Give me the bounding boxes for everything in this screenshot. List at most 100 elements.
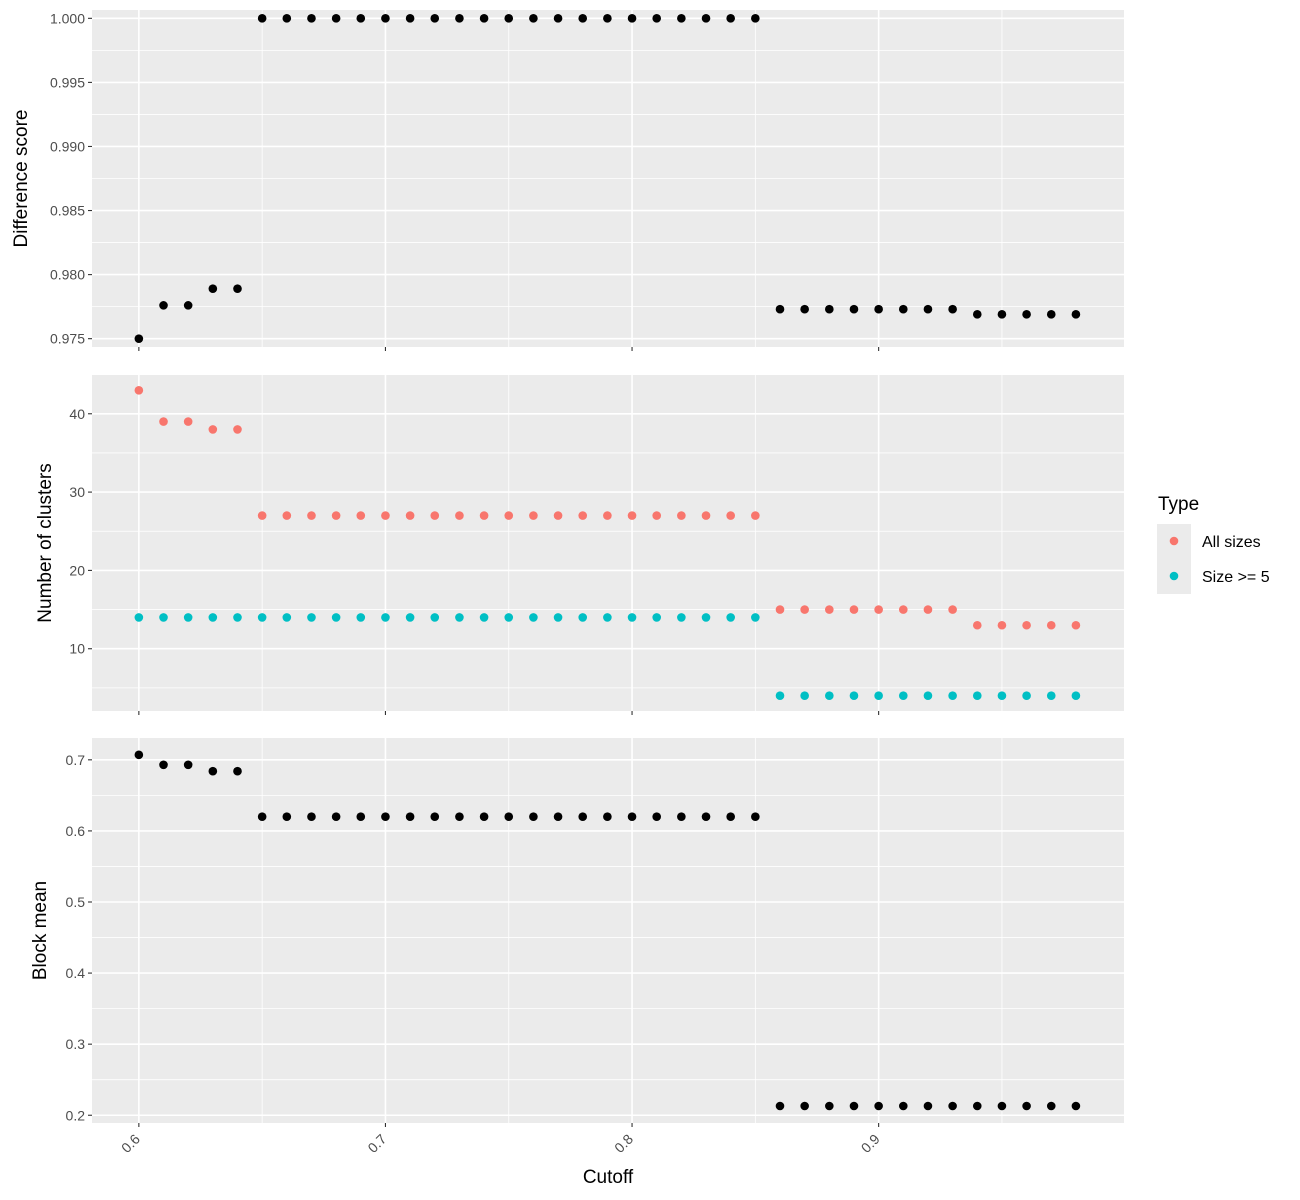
data-point	[1071, 310, 1081, 319]
panel-2: 10 20 30 40 Number of clusters	[35, 375, 1124, 715]
data-point	[159, 301, 168, 310]
data-point	[553, 613, 563, 622]
data-point	[430, 613, 440, 622]
data-point	[307, 511, 316, 520]
legend-title: Type	[1158, 494, 1199, 515]
data-point	[208, 613, 218, 622]
data-point	[504, 812, 514, 821]
data-point	[1071, 691, 1081, 701]
data-point	[208, 284, 218, 293]
x-axis-title: Cutoff	[583, 1167, 634, 1188]
data-point	[751, 812, 760, 821]
data-point	[356, 14, 366, 23]
data-point	[529, 812, 538, 821]
data-point	[504, 14, 514, 23]
data-point	[183, 301, 193, 310]
data-point	[479, 613, 489, 622]
data-point	[529, 511, 538, 520]
data-point	[331, 14, 341, 23]
data-point	[257, 511, 267, 520]
data-point	[1022, 691, 1031, 701]
data-point	[479, 14, 489, 23]
data-point	[898, 691, 908, 701]
y-axis-title: Block mean	[30, 881, 51, 980]
data-point	[578, 613, 588, 622]
y-tick-label: 0.985	[50, 203, 85, 219]
legend-key-2	[1169, 571, 1179, 581]
data-point	[997, 1101, 1007, 1111]
data-point	[307, 613, 316, 622]
panel-background	[92, 375, 1124, 711]
data-point	[898, 1101, 908, 1111]
data-point	[775, 691, 785, 701]
data-point	[578, 812, 588, 821]
data-point	[1022, 620, 1031, 630]
data-point	[307, 812, 316, 821]
data-point	[282, 613, 292, 622]
data-point	[183, 613, 193, 622]
data-point	[233, 766, 242, 776]
data-point	[134, 334, 144, 343]
data-point	[800, 691, 809, 701]
data-point	[233, 613, 242, 622]
data-point	[849, 304, 859, 314]
data-point	[751, 14, 760, 23]
data-point	[726, 511, 735, 520]
data-point	[1071, 620, 1081, 630]
y-tick-label: 0.5	[66, 894, 86, 910]
series-1-points	[134, 14, 1081, 343]
data-point	[455, 613, 464, 622]
data-point	[1071, 1101, 1081, 1111]
data-point	[874, 304, 883, 314]
data-point	[134, 750, 144, 760]
data-point	[603, 14, 612, 23]
data-point	[874, 691, 883, 701]
data-point	[701, 812, 711, 821]
legend-key-background	[1157, 524, 1191, 594]
data-point	[553, 511, 563, 520]
y-tick-label: 0.990	[50, 138, 85, 154]
data-point	[356, 812, 366, 821]
series-1-points	[134, 750, 1081, 1111]
data-point	[948, 304, 957, 314]
data-point	[381, 14, 390, 23]
data-point	[652, 14, 662, 23]
data-point	[825, 1101, 834, 1111]
data-point	[479, 511, 489, 520]
data-point	[529, 613, 538, 622]
data-point	[972, 620, 982, 630]
y-tick-label: 0.3	[66, 1036, 86, 1052]
panel-background	[92, 738, 1124, 1123]
data-point	[1022, 310, 1031, 319]
data-point	[701, 613, 711, 622]
data-point	[800, 304, 809, 314]
x-axis: 0.6 0.7 0.8 0.9	[118, 1131, 883, 1156]
data-point	[1046, 1101, 1056, 1111]
data-point	[627, 613, 637, 622]
data-point	[257, 14, 267, 23]
y-tick-label: 40	[69, 406, 85, 422]
data-point	[1022, 1101, 1031, 1111]
data-point	[997, 310, 1007, 319]
data-point	[898, 605, 908, 614]
data-point	[652, 511, 662, 520]
data-point	[307, 14, 316, 23]
data-point	[159, 760, 168, 770]
data-point	[1046, 691, 1056, 701]
data-point	[405, 613, 415, 622]
data-point	[282, 511, 292, 520]
y-tick-label: 0.4	[66, 965, 86, 981]
data-point	[677, 613, 686, 622]
data-point	[948, 605, 957, 614]
y-tick-label: 1.000	[50, 10, 85, 26]
data-point	[677, 511, 686, 520]
panel-3: 0.2 0.3 0.4 0.5 0.6 0.7 Block mean	[30, 738, 1124, 1127]
data-point	[430, 14, 440, 23]
data-point	[849, 1101, 859, 1111]
data-point	[972, 310, 982, 319]
data-point	[603, 812, 612, 821]
series-2-points	[134, 613, 1081, 701]
data-point	[627, 812, 637, 821]
data-point	[603, 613, 612, 622]
data-point	[430, 511, 440, 520]
